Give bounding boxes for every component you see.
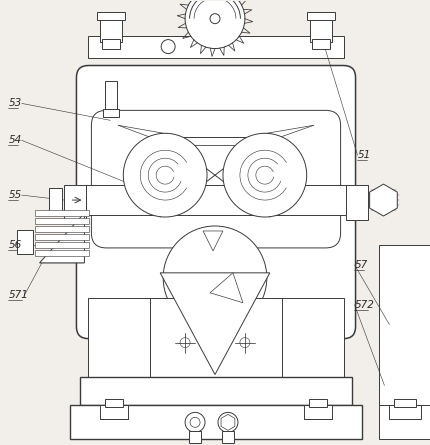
- Bar: [311, 39, 329, 49]
- Bar: [34, 218, 89, 224]
- Bar: [306, 12, 334, 20]
- Bar: [378, 245, 430, 439]
- Bar: [100, 18, 122, 41]
- Bar: [34, 226, 89, 232]
- Circle shape: [184, 0, 244, 49]
- Bar: [103, 109, 119, 117]
- Text: 51: 51: [357, 150, 370, 160]
- Bar: [88, 36, 343, 57]
- Circle shape: [209, 14, 219, 24]
- Text: 56: 56: [9, 240, 22, 250]
- Bar: [49, 188, 62, 212]
- Text: 57: 57: [354, 260, 367, 270]
- Text: 53: 53: [9, 98, 22, 109]
- Bar: [150, 298, 281, 377]
- Bar: [105, 81, 117, 111]
- Bar: [265, 298, 343, 377]
- Bar: [303, 405, 331, 419]
- Bar: [102, 39, 120, 49]
- Circle shape: [190, 417, 200, 427]
- Polygon shape: [160, 273, 269, 375]
- Bar: [221, 431, 233, 443]
- Bar: [34, 242, 89, 248]
- Bar: [389, 405, 421, 419]
- Bar: [71, 405, 361, 439]
- Bar: [345, 185, 367, 220]
- Polygon shape: [203, 231, 222, 251]
- Circle shape: [218, 413, 237, 433]
- Bar: [88, 77, 343, 112]
- Polygon shape: [221, 414, 234, 430]
- Text: 572: 572: [354, 300, 374, 310]
- Circle shape: [123, 134, 206, 217]
- FancyBboxPatch shape: [91, 110, 340, 248]
- Circle shape: [184, 413, 205, 433]
- Bar: [309, 18, 331, 41]
- Polygon shape: [209, 273, 243, 303]
- Bar: [105, 400, 123, 408]
- Bar: [97, 12, 125, 20]
- Bar: [64, 185, 86, 220]
- Polygon shape: [40, 213, 84, 263]
- Bar: [34, 234, 89, 240]
- Bar: [189, 431, 200, 443]
- Text: 55: 55: [9, 190, 22, 200]
- Bar: [17, 230, 33, 254]
- Bar: [88, 298, 166, 377]
- Circle shape: [161, 40, 175, 53]
- Bar: [34, 250, 89, 256]
- FancyBboxPatch shape: [76, 65, 355, 339]
- Bar: [86, 185, 345, 215]
- Bar: [308, 400, 326, 408]
- Bar: [80, 377, 351, 405]
- Polygon shape: [369, 184, 396, 216]
- Text: 571: 571: [9, 290, 28, 300]
- Bar: [393, 400, 415, 408]
- Text: 54: 54: [9, 135, 22, 145]
- Circle shape: [222, 134, 306, 217]
- Bar: [34, 210, 89, 216]
- Bar: [100, 405, 128, 419]
- Circle shape: [163, 226, 266, 330]
